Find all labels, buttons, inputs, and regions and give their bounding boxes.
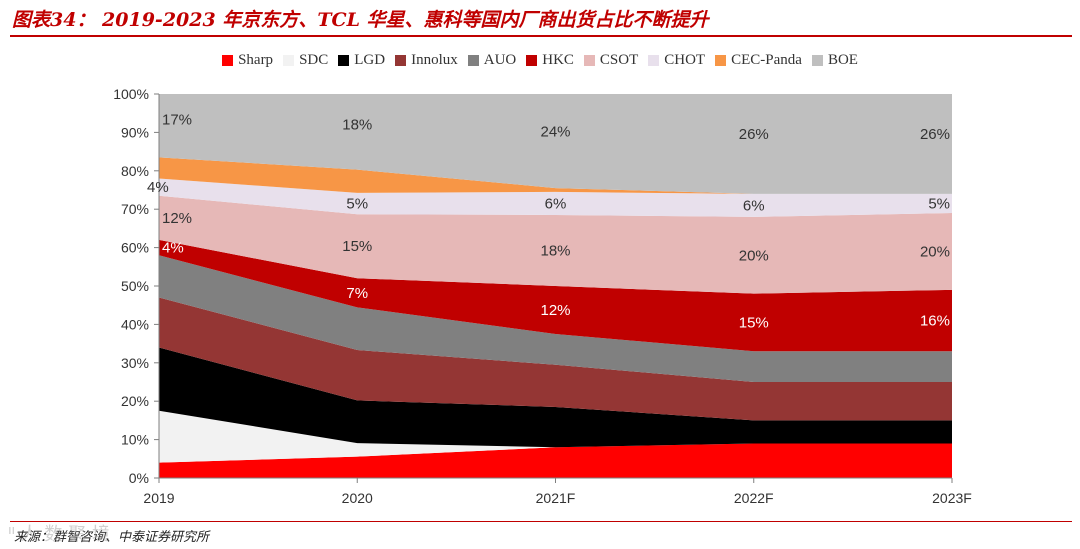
legend-swatch bbox=[526, 54, 538, 66]
y-tick-label: 50% bbox=[121, 278, 149, 294]
legend-label: CHOT bbox=[664, 51, 706, 68]
data-label-hkc: 15% bbox=[739, 314, 769, 331]
data-label-csot: 18% bbox=[540, 242, 570, 259]
legend-item-csot: CSOT bbox=[583, 51, 639, 69]
legend-swatch bbox=[648, 54, 660, 66]
data-label-hkc: 12% bbox=[540, 302, 570, 319]
footer-divider bbox=[10, 521, 1072, 522]
legend-label: Innolux bbox=[411, 51, 458, 68]
y-tick-label: 40% bbox=[121, 316, 149, 332]
x-tick-label: 2023F bbox=[932, 490, 972, 506]
data-label-csot: 20% bbox=[739, 247, 769, 264]
data-label-chot: 5% bbox=[346, 196, 368, 213]
y-tick-label: 100% bbox=[113, 86, 149, 102]
legend-swatch bbox=[338, 54, 350, 66]
area-sharp bbox=[159, 443, 952, 478]
legend-item-chot: CHOT bbox=[648, 52, 705, 69]
legend-label: BOE bbox=[827, 51, 858, 68]
legend-item-lgd: LGD bbox=[338, 52, 385, 69]
legend-item-hkc: HKC bbox=[526, 52, 574, 69]
area-hkc bbox=[159, 239, 952, 352]
y-tick-label: 90% bbox=[121, 124, 149, 140]
legend-swatch bbox=[811, 54, 823, 66]
y-tick-label: 0% bbox=[129, 470, 149, 486]
legend-swatch bbox=[583, 54, 595, 66]
legend-label: LGD bbox=[354, 51, 386, 68]
y-tick-label: 80% bbox=[121, 163, 149, 179]
legend-item-sdc: SDC bbox=[283, 52, 328, 69]
legend-swatch bbox=[283, 54, 295, 66]
data-label-boe: 24% bbox=[540, 124, 570, 141]
data-label-hkc: 4% bbox=[162, 240, 184, 257]
area-boe bbox=[159, 94, 952, 194]
source-note: 来源：群智咨询、中泰证券研究所 bbox=[14, 530, 210, 545]
legend-item-auo: AUO bbox=[467, 51, 517, 69]
legend-swatch bbox=[395, 54, 407, 66]
chart-title: 图表34： 2019-2023 年京东方、TCL 华星、惠科等国内厂商出货占比不… bbox=[12, 9, 709, 31]
area-chot bbox=[159, 178, 952, 217]
legend-label: CSOT bbox=[599, 51, 639, 68]
data-label-boe: 18% bbox=[342, 116, 372, 133]
data-label-chot: 4% bbox=[147, 179, 169, 196]
data-label-hkc: 7% bbox=[346, 285, 368, 302]
y-tick-label: 30% bbox=[121, 355, 149, 371]
data-label-chot: 6% bbox=[545, 195, 567, 212]
data-label-chot: 5% bbox=[928, 195, 950, 212]
data-label-boe: 26% bbox=[739, 126, 769, 143]
area-innolux bbox=[159, 297, 952, 421]
y-tick-label: 10% bbox=[121, 432, 149, 448]
legend-label: Sharp bbox=[238, 51, 274, 68]
area-sdc bbox=[159, 410, 952, 463]
legend-item-sharp: Sharp bbox=[222, 52, 273, 69]
data-label-boe: 26% bbox=[920, 126, 950, 143]
legend-swatch bbox=[715, 54, 727, 66]
title-divider bbox=[10, 35, 1072, 37]
legend-item-cec-panda: CEC-Panda bbox=[715, 52, 802, 69]
data-label-boe: 17% bbox=[162, 111, 192, 128]
area-cec-panda bbox=[159, 157, 952, 194]
x-tick-label: 2021F bbox=[536, 490, 576, 506]
x-tick-label: 2019 bbox=[143, 490, 174, 506]
legend-label: HKC bbox=[542, 51, 574, 68]
legend-swatch bbox=[222, 54, 234, 66]
data-label-hkc: 16% bbox=[920, 313, 950, 330]
data-label-csot: 12% bbox=[162, 210, 192, 227]
data-label-csot: 20% bbox=[920, 243, 950, 260]
legend-label: AUO bbox=[483, 51, 517, 68]
data-label-chot: 6% bbox=[743, 197, 765, 214]
y-tick-label: 70% bbox=[121, 201, 149, 217]
legend-swatch bbox=[467, 54, 479, 66]
legend-item-innolux: Innolux bbox=[395, 52, 458, 69]
area-csot bbox=[159, 195, 952, 294]
area-lgd bbox=[159, 347, 952, 448]
legend-label: SDC bbox=[299, 51, 329, 68]
x-tick-label: 2020 bbox=[342, 490, 373, 506]
legend-label: CEC-Panda bbox=[731, 51, 802, 68]
x-tick-label: 2022F bbox=[734, 490, 774, 506]
chart-legend: Sharp SDC LGD Innolux AUO HKC CSOT CHOT CEC-Pand… bbox=[0, 50, 1080, 70]
legend-item-boe: BOE bbox=[811, 51, 858, 69]
y-tick-label: 20% bbox=[121, 393, 149, 409]
data-label-csot: 15% bbox=[342, 238, 372, 255]
y-tick-label: 60% bbox=[121, 240, 149, 256]
area-auo bbox=[159, 255, 952, 382]
